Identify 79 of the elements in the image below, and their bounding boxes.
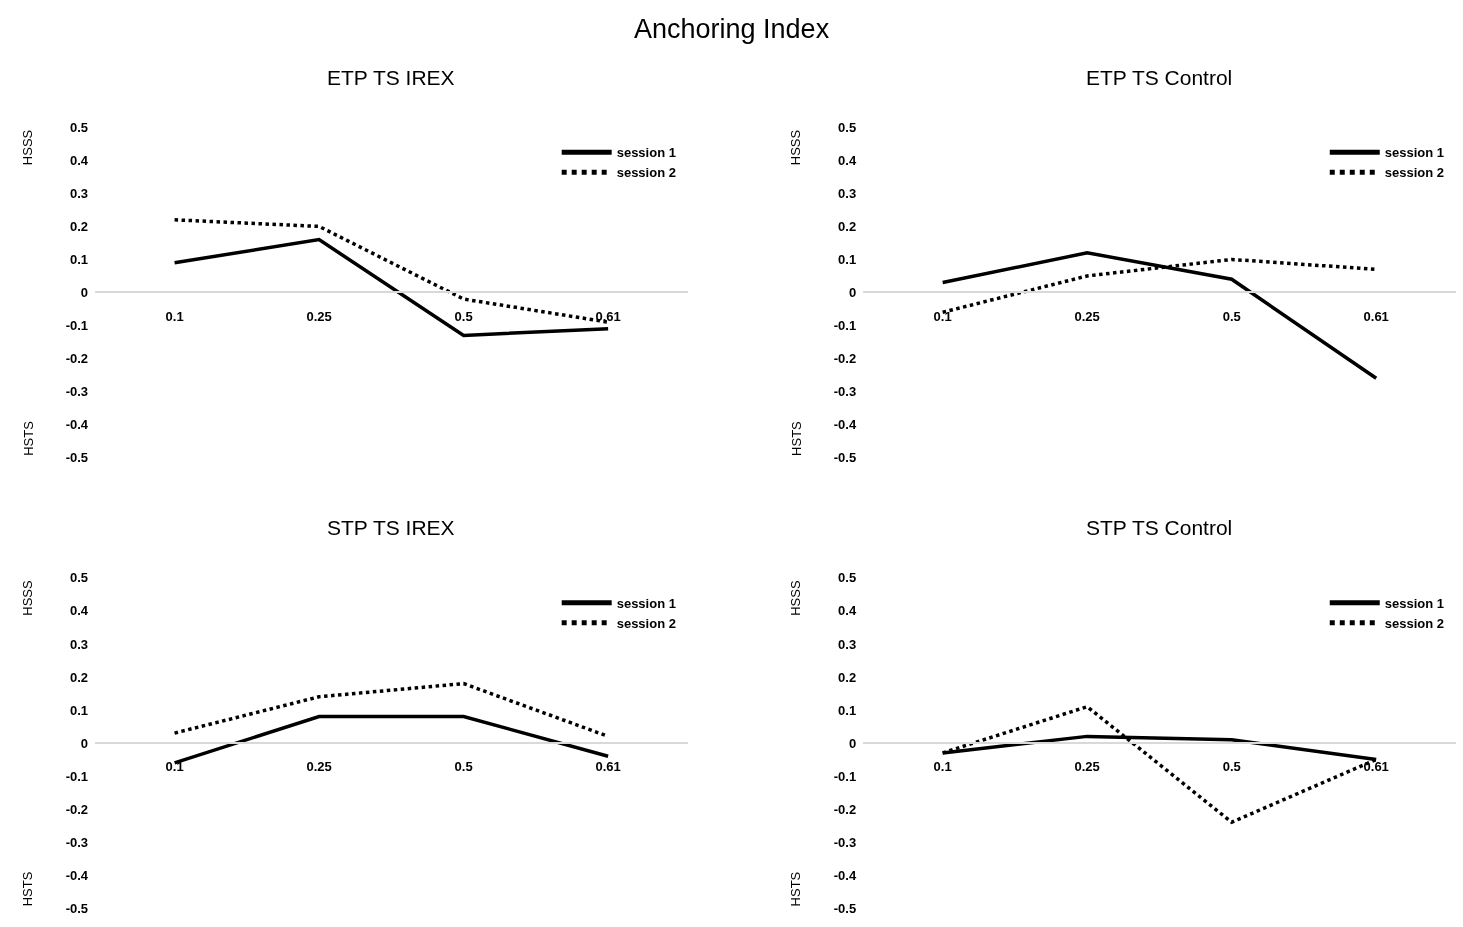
y-tick-label: -0.1 <box>833 768 857 784</box>
y-tick-label: 0 <box>80 285 89 300</box>
text: HSTS <box>788 871 804 907</box>
x-tick-label: 0.61 <box>1363 308 1389 324</box>
x-tick-label: 0.25 <box>306 759 332 775</box>
text: HSSS <box>788 129 804 166</box>
y-tick-label: 0.5 <box>70 570 89 586</box>
y-tick-label: 0.1 <box>838 702 857 718</box>
chart-title: ETP TS Control <box>1086 66 1233 89</box>
y-tick-label: -0.5 <box>65 450 89 466</box>
y-tick-label: 0.2 <box>70 669 89 685</box>
y-tick-label: 0.1 <box>70 251 89 267</box>
y-tick-label: -0.5 <box>65 900 89 916</box>
text: HSTS <box>20 420 36 456</box>
y-tick-label: 0.3 <box>70 636 89 652</box>
legend-label: session 1 <box>1384 145 1445 161</box>
y-tick-label: -0.3 <box>65 384 89 400</box>
y-tick-label: -0.2 <box>65 801 89 817</box>
legend-label: session 1 <box>1384 595 1445 611</box>
x-tick-label: 0.25 <box>306 308 332 324</box>
legend-label: session 2 <box>616 615 676 631</box>
y-tick-label: -0.1 <box>65 318 89 334</box>
text: HSTS <box>788 420 804 456</box>
y-tick-label: -0.4 <box>65 417 89 433</box>
legend-label: session 1 <box>616 145 676 161</box>
text: Anchoring Index <box>634 14 830 44</box>
y-tick-label: -0.4 <box>833 417 857 433</box>
y-tick-label: 0.5 <box>838 119 857 135</box>
y-tick-label: 0.4 <box>838 152 857 168</box>
y-tick-label: 0.3 <box>838 185 857 201</box>
legend-label: session 1 <box>616 595 676 611</box>
y-tick-label: 0.5 <box>838 570 857 586</box>
y-tick-label: -0.1 <box>833 318 857 334</box>
text: HSTS <box>20 871 36 907</box>
y-tick-label: -0.3 <box>833 834 857 850</box>
x-tick-label: 0.5 <box>454 759 473 775</box>
y-tick-label: 0.4 <box>70 603 89 619</box>
y-tick-label: 0.3 <box>70 185 89 201</box>
text: HSSS <box>20 129 36 166</box>
y-tick-label: 0 <box>80 735 89 751</box>
text: HSSS <box>19 579 35 616</box>
chart-title: STP TS Control <box>1086 516 1233 539</box>
y-tick-label: 0.4 <box>70 152 89 168</box>
y-tick-label: -0.1 <box>65 768 89 784</box>
x-tick-label: 0.5 <box>454 308 473 324</box>
x-tick-label: 0.5 <box>1222 308 1241 324</box>
y-tick-label: 0.3 <box>838 636 857 652</box>
x-tick-label: 0.1 <box>165 308 184 324</box>
y-tick-label: 0.2 <box>838 669 857 685</box>
chart-title: ETP TS IREX <box>327 66 455 89</box>
y-tick-label: 0.1 <box>838 251 857 267</box>
text: HSSS <box>787 580 803 616</box>
x-tick-label: 0.1 <box>933 759 952 775</box>
y-tick-label: 0.5 <box>70 119 89 135</box>
y-tick-label: -0.2 <box>833 351 857 367</box>
x-tick-label: 0.25 <box>1074 759 1100 775</box>
x-tick-label: 0.1 <box>165 759 184 775</box>
y-tick-label: -0.5 <box>833 900 857 916</box>
legend-label: session 2 <box>1384 165 1445 181</box>
y-tick-label: 0.4 <box>838 603 857 619</box>
y-tick-label: -0.2 <box>65 351 89 367</box>
legend-label: session 2 <box>616 165 676 181</box>
y-tick-label: 0.2 <box>70 218 89 234</box>
legend-label: session 2 <box>1384 615 1445 631</box>
y-tick-label: 0.2 <box>838 218 857 234</box>
y-tick-label: -0.4 <box>833 867 857 883</box>
y-tick-label: 0.1 <box>70 702 89 718</box>
x-tick-label: 0.61 <box>595 759 621 775</box>
chart-title: STP TS IREX <box>327 516 455 539</box>
y-tick-label: -0.4 <box>65 867 89 883</box>
y-tick-label: 0 <box>848 735 857 751</box>
y-tick-label: -0.2 <box>833 801 857 817</box>
y-tick-label: -0.3 <box>65 834 89 850</box>
y-tick-label: -0.3 <box>833 384 857 400</box>
x-tick-label: 0.5 <box>1222 759 1241 775</box>
y-tick-label: -0.5 <box>833 450 857 466</box>
x-tick-label: 0.1 <box>933 308 952 324</box>
x-tick-label: 0.25 <box>1074 308 1100 324</box>
y-tick-label: 0 <box>848 285 857 300</box>
